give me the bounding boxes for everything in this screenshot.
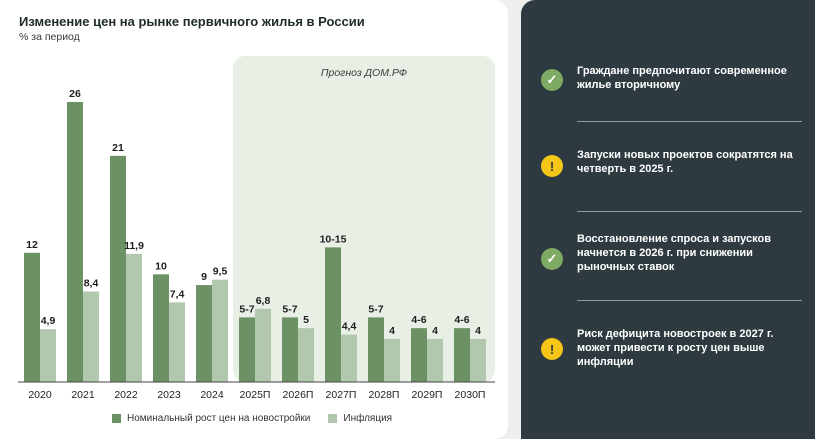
legend-item-nominal: Номинальный рост цен на новостройки: [112, 413, 310, 424]
x-tick-label: 2022: [114, 389, 138, 401]
bar-inflation: [384, 338, 400, 382]
bar-nominal: [153, 274, 169, 382]
x-tick-label: 2023: [157, 389, 181, 401]
check-icon: ✓: [541, 248, 563, 270]
bar-nominal: [325, 247, 341, 382]
data-label-inflation: 7,4: [170, 288, 185, 300]
x-tick-label: 2020: [28, 389, 52, 401]
legend-item-inflation: Инфляция: [328, 413, 392, 424]
x-tick-label: 2021: [71, 389, 95, 401]
divider: [577, 300, 802, 301]
bar-inflation: [298, 328, 314, 382]
data-label-inflation: 4: [432, 325, 438, 337]
data-label-inflation: 9,5: [213, 266, 228, 278]
x-tick-label: 2026П: [283, 389, 314, 401]
bar-inflation: [212, 279, 228, 382]
data-label-inflation: 8,4: [84, 278, 99, 290]
x-tick-label: 2024: [200, 389, 224, 401]
chart-panel: Изменение цен на рынке первичного жилья …: [0, 0, 508, 439]
bar-inflation: [83, 291, 99, 382]
bar-nominal: [110, 155, 126, 382]
bar-nominal: [282, 317, 298, 382]
data-label-nominal: 10: [155, 260, 167, 272]
x-tick-label: 2027П: [326, 389, 357, 401]
data-label-nominal: 21: [112, 142, 124, 154]
data-label-inflation: 4: [389, 325, 395, 337]
data-label-nominal: 5-7: [239, 303, 254, 315]
bar-nominal: [67, 102, 83, 382]
insight-text: Запуски новых проектов сократятся на чет…: [577, 149, 793, 175]
divider: [577, 121, 802, 122]
bar-inflation: [126, 253, 142, 382]
divider: [577, 211, 802, 212]
data-label-nominal: 26: [69, 88, 81, 100]
data-label-nominal: 12: [26, 239, 38, 251]
bar-nominal: [239, 317, 255, 382]
forecast-label: Прогноз ДОМ.РФ: [321, 67, 407, 79]
data-label-nominal: 5-7: [368, 303, 383, 315]
data-label-nominal: 10-15: [320, 233, 347, 245]
x-tick-label: 2025П: [240, 389, 271, 401]
bar-nominal: [368, 317, 384, 382]
exclamation-icon: !: [541, 338, 563, 360]
bar-nominal: [196, 285, 212, 382]
x-tick-label: 2028П: [369, 389, 400, 401]
legend-label-nominal: Номинальный рост цен на новостройки: [127, 413, 311, 424]
bar-nominal: [454, 328, 470, 382]
bar-inflation: [470, 338, 486, 382]
exclamation-icon: !: [541, 155, 563, 177]
x-tick-label: 2029П: [412, 389, 443, 401]
data-label-inflation: 4,4: [342, 321, 357, 333]
data-label-inflation: 4,9: [41, 315, 56, 327]
data-label-nominal: 4-6: [454, 314, 469, 326]
legend: Номинальный рост цен на новостройки Инфл…: [112, 413, 392, 424]
data-label-nominal: 9: [201, 271, 207, 283]
check-icon: ✓: [541, 69, 563, 91]
legend-label-inflation: Инфляция: [343, 413, 393, 424]
data-label-nominal: 5-7: [282, 303, 297, 315]
bar-nominal: [411, 328, 427, 382]
insights-panel: ✓ Граждане предпочитают современное жиль…: [521, 0, 815, 439]
legend-swatch-nominal: [112, 414, 121, 423]
data-label-inflation: 11,9: [124, 240, 144, 252]
bar-inflation: [255, 308, 271, 382]
bar-inflation: [341, 334, 357, 382]
x-tick-label: 2030П: [455, 389, 486, 401]
data-label-inflation: 6,8: [256, 295, 271, 307]
bar-inflation: [40, 329, 56, 382]
forecast-area: [233, 56, 495, 382]
insight-text: Риск дефицита новостроек в 2027 г. может…: [577, 328, 774, 368]
bar-inflation: [427, 338, 443, 382]
chart-subtitle: % за период: [19, 31, 80, 43]
data-label-inflation: 4: [475, 325, 481, 337]
insight-text: Граждане предпочитают современное жилье …: [577, 65, 787, 91]
data-label-inflation: 5: [303, 314, 309, 326]
data-label-nominal: 4-6: [411, 314, 426, 326]
bar-chart: Прогноз ДОМ.РФ 12 4,9 2020 26 8,4 2021 21 11,9 20…: [18, 56, 495, 401]
legend-swatch-inflation: [328, 414, 338, 423]
chart-title: Изменение цен на рынке первичного жилья …: [19, 14, 365, 29]
insight-text: Восстановление спроса и запусков начнетс…: [577, 233, 771, 273]
bar-nominal: [24, 252, 40, 382]
bar-inflation: [169, 302, 185, 382]
